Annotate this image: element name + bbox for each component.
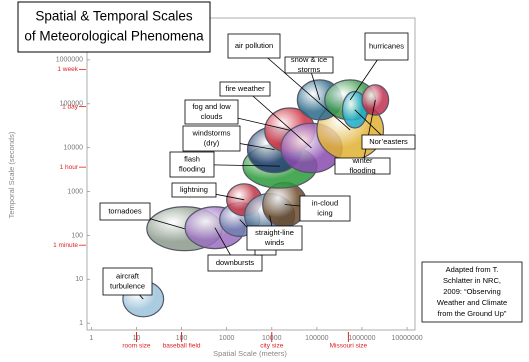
phenomenon-label: winds (264, 238, 284, 247)
phenomenon-label: windstorms (192, 128, 231, 137)
x-tick-label: 1000 (219, 335, 235, 342)
phenomenon-label: tornadoes (108, 206, 142, 215)
note-text: Schlatter in NRC, (443, 276, 501, 285)
x-axis-label: Spatial Scale (meters) (213, 349, 287, 358)
y-tick-label: 10 (75, 276, 83, 283)
phenomenon-label: in-cloud (312, 198, 338, 207)
note-text: from the Ground Up” (438, 309, 507, 318)
phenomenon-label: fog and low (192, 102, 231, 111)
chart-title: Spatial & Temporal Scales (35, 9, 193, 24)
phenomenon-label: (dry) (204, 138, 220, 147)
phenomenon-label: hurricanes (369, 41, 404, 50)
y-axis-label: Temporal Scale (seconds) (7, 131, 16, 218)
chart-title: of Meteorological Phenomena (24, 29, 204, 44)
y-tick-label: 1000000 (56, 57, 83, 64)
chart: Spatial & Temporal Scales of Meteorologi… (0, 0, 529, 362)
reference-label: baseball field (163, 343, 201, 350)
x-tick-label: 10000000 (391, 335, 422, 342)
y-tick-label: 1000 (67, 188, 83, 195)
y-tick-label: 1 (79, 320, 83, 327)
phenomenon-label: turbulence (110, 281, 145, 290)
x-tick-label: 100000 (305, 335, 328, 342)
phenomenon-label: air pollution (235, 41, 273, 50)
phenomenon-label: downbursts (216, 258, 255, 267)
phenomenon-label: Nor’easters (369, 137, 408, 146)
reference-label: city size (260, 343, 284, 350)
phenomenon-label: flooding (349, 166, 375, 175)
x-tick-label: 1000000 (348, 335, 375, 342)
reference-label: 1 day (62, 103, 79, 110)
phenomenon-label: straight-line (255, 228, 294, 237)
phenomenon-label: flooding (179, 164, 205, 173)
phenomenon-label: aircraft (116, 271, 140, 280)
reference-label: 1 week (57, 66, 78, 73)
phenomenon-label: icing (317, 208, 332, 217)
phenomenon-label: snow & ice (291, 55, 327, 64)
y-tick-label: 100 (71, 232, 83, 239)
x-tick-label: 1 (89, 335, 93, 342)
reference-label: 1 hour (60, 164, 79, 171)
y-tick-label: 10000 (64, 144, 84, 151)
phenomenon-label: winter (351, 156, 373, 165)
reference-label: Missouri size (330, 343, 368, 350)
phenomenon-label: lightning (180, 185, 208, 194)
note-text: 2009: “Observing (443, 287, 501, 296)
phenomenon-label: flash (184, 154, 200, 163)
phenomenon-label: clouds (201, 112, 223, 121)
phenomenon-label: fire weather (225, 84, 265, 93)
phenomenon-label: storms (298, 65, 321, 74)
note-text: Weather and Climate (437, 298, 507, 307)
reference-label: 1 minute (53, 242, 78, 249)
reference-label: room size (122, 343, 151, 350)
note-text: Adapted from T. (446, 265, 499, 274)
